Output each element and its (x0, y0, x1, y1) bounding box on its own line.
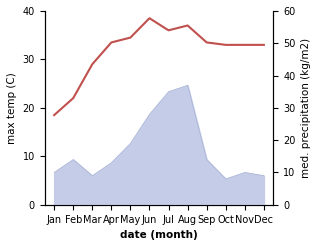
Y-axis label: med. precipitation (kg/m2): med. precipitation (kg/m2) (301, 38, 311, 178)
X-axis label: date (month): date (month) (120, 230, 198, 240)
Y-axis label: max temp (C): max temp (C) (7, 72, 17, 144)
